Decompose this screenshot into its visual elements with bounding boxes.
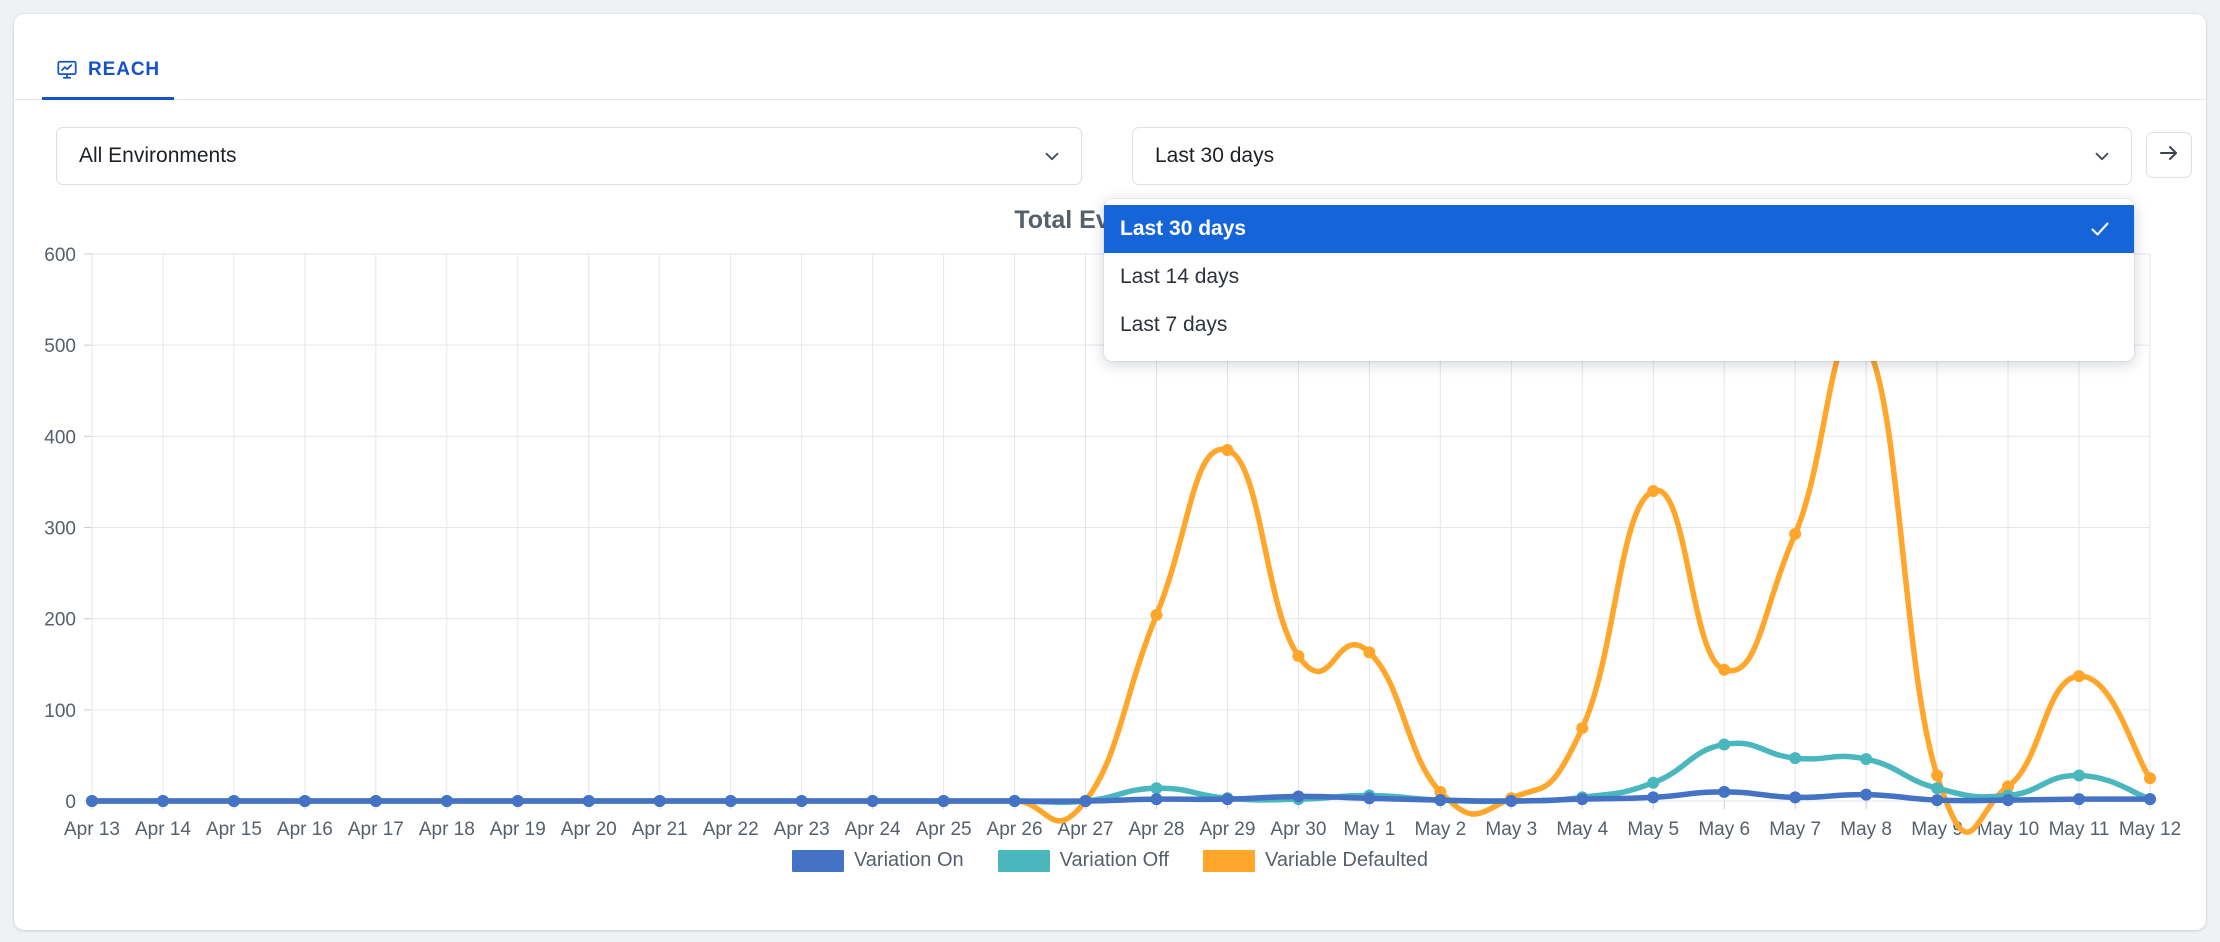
check-icon	[2088, 217, 2112, 241]
svg-text:May 6: May 6	[1698, 819, 1750, 840]
svg-text:May 12: May 12	[2119, 819, 2181, 840]
svg-text:Apr 21: Apr 21	[632, 819, 688, 840]
svg-text:May 7: May 7	[1769, 819, 1821, 840]
svg-text:Apr 29: Apr 29	[1199, 819, 1255, 840]
date-range-select-value: Last 30 days	[1155, 144, 1275, 167]
dropdown-option-2-label: Last 7 days	[1120, 313, 1228, 336]
legend-label-1: Variation Off	[1059, 849, 1169, 871]
arrow-right-icon	[2157, 141, 2181, 170]
svg-text:300: 300	[44, 519, 76, 540]
svg-text:May 9: May 9	[1911, 819, 1963, 840]
legend-item-2[interactable]: Variable Defaulted	[1202, 849, 1429, 872]
svg-text:May 8: May 8	[1840, 819, 1892, 840]
svg-text:Apr 30: Apr 30	[1270, 819, 1326, 840]
environment-select-value: All Environments	[79, 144, 237, 167]
svg-text:Apr 20: Apr 20	[561, 819, 617, 840]
svg-text:May 3: May 3	[1485, 819, 1537, 840]
svg-text:Apr 27: Apr 27	[1058, 819, 1114, 840]
svg-text:May 5: May 5	[1627, 819, 1679, 840]
svg-text:0: 0	[65, 792, 76, 813]
svg-text:Apr 23: Apr 23	[774, 819, 830, 840]
filter-row: All Environments Last 30 days	[56, 127, 2164, 185]
dropdown-option-0-label: Last 30 days	[1120, 217, 1247, 240]
environment-select[interactable]: All Environments	[56, 127, 1082, 185]
date-range-dropdown-menu[interactable]: Last 30 days Last 14 days Last 7 days	[1104, 199, 2134, 361]
tab-reach[interactable]: REACH	[42, 42, 175, 100]
svg-text:Apr 15: Apr 15	[206, 819, 262, 840]
date-range-select[interactable]: Last 30 days	[1132, 127, 2132, 185]
svg-text:Apr 28: Apr 28	[1128, 819, 1184, 840]
legend-item-1[interactable]: Variation Off	[997, 849, 1169, 872]
svg-text:500: 500	[44, 336, 76, 357]
svg-text:Apr 18: Apr 18	[419, 819, 475, 840]
svg-text:Apr 22: Apr 22	[703, 819, 759, 840]
apply-filters-button[interactable]	[2146, 132, 2192, 178]
legend-item-0[interactable]: Variation On	[791, 849, 964, 872]
svg-text:Apr 25: Apr 25	[916, 819, 972, 840]
svg-text:Apr 24: Apr 24	[845, 819, 901, 840]
dropdown-option-1[interactable]: Last 14 days	[1104, 253, 2134, 301]
svg-text:Apr 14: Apr 14	[135, 819, 191, 840]
app-card: REACH All Environments Last 30 days Tota…	[14, 14, 2206, 930]
legend-label-0: Variation On	[853, 849, 964, 871]
svg-text:Apr 26: Apr 26	[987, 819, 1043, 840]
svg-text:Apr 16: Apr 16	[277, 819, 333, 840]
legend-swatch-2	[1202, 849, 1255, 872]
tab-reach-label: REACH	[88, 58, 161, 80]
svg-text:100: 100	[44, 701, 76, 722]
chevron-down-icon	[2091, 145, 2113, 167]
svg-text:Apr 13: Apr 13	[64, 819, 120, 840]
svg-text:May 4: May 4	[1556, 819, 1608, 840]
presentation-chart-icon	[56, 59, 78, 81]
svg-text:200: 200	[44, 610, 76, 631]
chevron-down-icon	[1041, 145, 1063, 167]
dropdown-option-2[interactable]: Last 7 days	[1104, 301, 2134, 349]
dropdown-option-1-label: Last 14 days	[1120, 265, 1240, 288]
svg-text:May 2: May 2	[1414, 819, 1466, 840]
series-variation-on	[86, 785, 2156, 807]
svg-text:May 11: May 11	[2049, 819, 2110, 840]
legend-swatch-1	[997, 849, 1050, 872]
svg-text:May 1: May 1	[1344, 819, 1396, 840]
svg-text:May 10: May 10	[1977, 819, 2039, 840]
svg-text:Apr 17: Apr 17	[348, 819, 404, 840]
svg-text:400: 400	[44, 427, 76, 448]
svg-text:600: 600	[44, 245, 76, 266]
legend-label-2: Variable Defaulted	[1264, 849, 1429, 871]
svg-text:Apr 19: Apr 19	[490, 819, 546, 840]
tab-bar: REACH	[14, 42, 2206, 100]
dropdown-option-0[interactable]: Last 30 days	[1104, 205, 2134, 253]
chart-legend: Variation On Variation Off Variable Defaul…	[14, 849, 2206, 872]
legend-swatch-0	[791, 849, 844, 872]
